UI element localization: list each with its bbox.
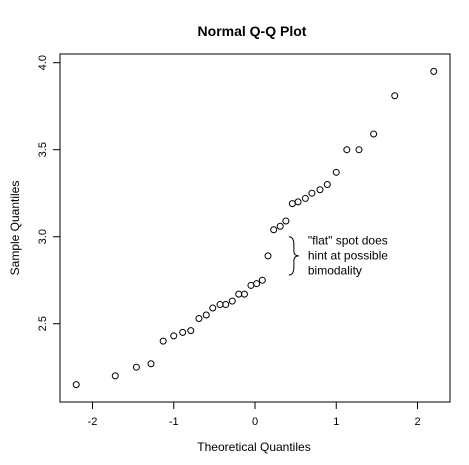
data-point (301, 194, 309, 202)
data-point (235, 290, 243, 298)
data-point (343, 146, 351, 154)
data-point (216, 301, 224, 309)
data-point (370, 130, 378, 138)
x-tick-label: -1 (169, 416, 179, 428)
data-point (282, 217, 290, 225)
data-point (222, 301, 230, 309)
y-tick-label: 3.0 (37, 229, 49, 244)
data-point (132, 363, 140, 371)
plot-frame (59, 53, 451, 403)
data-point (247, 281, 255, 289)
data-point (111, 372, 119, 380)
data-point (170, 332, 178, 340)
annotation-text-line: "flat" spot does (308, 234, 388, 248)
data-point (72, 381, 80, 389)
chart-title: Normal Q-Q Plot (198, 23, 307, 39)
y-tick-label: 3.5 (37, 142, 49, 157)
data-point (264, 252, 272, 260)
y-tick-label: 2.5 (37, 316, 49, 331)
data-point (276, 222, 284, 230)
data-point (159, 337, 167, 345)
data-point (209, 304, 217, 312)
data-point (323, 181, 331, 188)
annotation-text-line: hint at possible (308, 249, 388, 263)
x-axis-label: Theoretical Quantiles (197, 440, 310, 454)
data-point (316, 186, 324, 194)
data-point (228, 297, 236, 305)
x-tick-label: -2 (88, 416, 98, 428)
data-point (294, 198, 302, 206)
x-tick-label: 1 (333, 416, 339, 428)
brace-mark (288, 236, 299, 276)
data-point (253, 280, 261, 288)
x-tick-label: 0 (252, 416, 258, 428)
y-tick-label: 4.0 (37, 55, 49, 70)
data-point (179, 328, 187, 336)
data-point (430, 67, 438, 75)
data-point (240, 290, 248, 298)
data-point (355, 146, 363, 154)
data-point (202, 311, 210, 319)
data-point (288, 200, 296, 208)
data-points (72, 67, 438, 389)
data-point (391, 92, 399, 100)
data-point (308, 189, 316, 197)
data-point (258, 276, 266, 284)
data-point (332, 168, 340, 176)
annotation-text-line: bimodality (308, 264, 362, 278)
data-point (270, 226, 278, 234)
data-point (187, 327, 195, 335)
y-axis-label: Sample Quantiles (8, 181, 22, 276)
y-axis: 2.5 3.0 3.5 4.0 (37, 55, 60, 331)
x-axis: -2 -1 0 1 2 (88, 402, 421, 428)
data-point (195, 314, 203, 322)
data-point (147, 360, 155, 368)
x-tick-label: 2 (414, 416, 420, 428)
